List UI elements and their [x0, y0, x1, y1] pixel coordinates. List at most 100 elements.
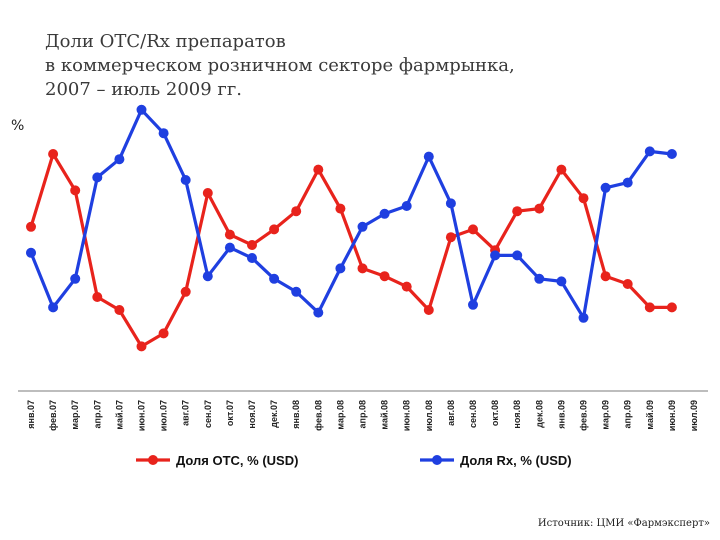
data-point: [48, 149, 59, 159]
data-point: [512, 250, 523, 261]
data-point: [158, 328, 169, 339]
x-tick-label: мар.07: [70, 400, 80, 430]
data-point: [247, 240, 257, 250]
series-line-otc: [29, 152, 672, 348]
x-tick-label: янв.09: [556, 400, 566, 429]
data-point: [622, 279, 633, 289]
x-tick-label: фев.08: [313, 400, 323, 431]
data-point: [136, 341, 147, 352]
data-point: [136, 104, 147, 115]
x-tick-label: янв.08: [291, 400, 301, 429]
data-point: [578, 193, 589, 204]
y-axis-label: %: [11, 118, 25, 134]
x-tick-label: июн.08: [402, 400, 412, 431]
data-point: [70, 273, 81, 284]
title-line-2: в коммерческом розничном секторе фармрын…: [45, 55, 515, 76]
title-line-1: Доли OTC/Rx препаратов: [45, 31, 286, 52]
data-point: [291, 206, 302, 217]
data-point: [379, 208, 390, 219]
data-point: [600, 182, 611, 193]
data-point: [401, 201, 412, 211]
data-point: [158, 128, 169, 139]
data-point: [202, 271, 213, 282]
data-point: [644, 302, 655, 313]
data-point: [202, 188, 213, 198]
data-point: [114, 305, 125, 315]
x-tick-label: май.08: [380, 400, 390, 430]
data-point: [48, 302, 59, 313]
x-tick-label: сен.07: [203, 400, 213, 428]
x-tick-label: июн.07: [137, 400, 147, 431]
series-line-rx: [29, 108, 673, 320]
data-point: [247, 253, 257, 263]
x-tick-label: мар.09: [601, 400, 611, 430]
data-point: [600, 271, 611, 282]
data-point: [269, 273, 280, 284]
x-tick-label: дек.07: [269, 400, 279, 428]
x-tick-label: июл.07: [159, 400, 169, 431]
data-point: [180, 175, 191, 185]
data-point: [622, 177, 633, 188]
legend-swatch-marker: [148, 455, 158, 465]
data-point: [114, 154, 125, 165]
data-point: [357, 221, 368, 232]
x-tick-label: авг.08: [446, 400, 456, 426]
x-tick-label: апр.08: [358, 400, 368, 428]
data-point: [313, 164, 324, 175]
x-tick-label: мар.08: [335, 400, 345, 430]
data-point: [556, 164, 567, 175]
data-point: [313, 307, 324, 318]
data-point: [357, 263, 368, 274]
x-tick-label: май.09: [645, 400, 655, 430]
data-point: [26, 221, 36, 232]
x-tick-label: июл.09: [689, 400, 699, 431]
data-point: [180, 286, 191, 297]
data-point: [423, 151, 434, 162]
x-tick-label: дек.08: [534, 400, 544, 428]
data-point: [224, 242, 235, 253]
legend-label: Доля OTC, % (USD): [176, 453, 298, 468]
x-tick-label: июн.09: [667, 400, 677, 431]
data-point: [423, 305, 434, 315]
data-point: [445, 198, 456, 209]
data-point: [666, 149, 677, 159]
data-point: [224, 229, 235, 240]
data-point: [490, 250, 501, 261]
data-point: [578, 312, 589, 323]
x-tick-label: окт.08: [490, 400, 500, 426]
data-point: [92, 172, 103, 183]
data-point: [26, 247, 36, 258]
x-tick-label: фев.07: [48, 400, 58, 431]
data-point: [468, 224, 478, 235]
x-tick-label: авг.07: [181, 400, 191, 426]
x-tick-label: фев.09: [579, 400, 589, 431]
data-point: [379, 271, 390, 282]
data-point: [401, 281, 412, 292]
x-tick-label: июл.08: [424, 400, 434, 431]
data-point: [534, 203, 545, 214]
x-tick-label: ноя.08: [512, 400, 522, 429]
x-tick-label: апр.07: [92, 400, 102, 428]
data-point: [269, 224, 280, 235]
data-point: [666, 302, 677, 313]
legend-swatch-marker: [432, 455, 442, 465]
x-tick-label: янв.07: [26, 400, 36, 429]
x-tick-label: окт.07: [225, 400, 235, 426]
data-point: [512, 206, 523, 217]
data-point: [468, 299, 478, 310]
x-tick-label: ноя.07: [247, 400, 257, 429]
data-point: [92, 292, 103, 302]
data-point: [445, 232, 456, 243]
chart-title: Доли OTC/Rx препаратов в коммерческом ро…: [45, 30, 665, 102]
data-point: [335, 203, 346, 214]
data-point: [335, 263, 346, 274]
legend-label: Доля Rx, % (USD): [460, 453, 572, 468]
title-line-3: 2007 – июль 2009 гг.: [45, 79, 242, 100]
data-point: [291, 286, 302, 297]
data-point: [70, 185, 81, 196]
x-tick-label: апр.09: [623, 400, 633, 428]
data-point: [556, 276, 567, 287]
data-point: [534, 273, 545, 284]
source-note: Источник: ЦМИ «Фармэксперт»: [537, 518, 710, 529]
